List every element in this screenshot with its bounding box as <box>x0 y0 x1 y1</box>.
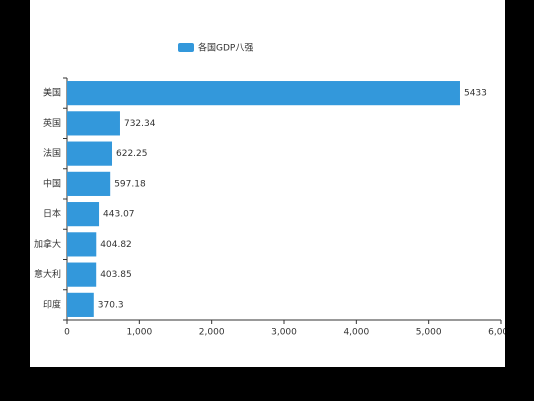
x-tick-label: 6,000 <box>488 328 514 338</box>
frame-right <box>505 0 534 401</box>
y-tick-label: 美国 <box>43 87 61 99</box>
value-label: 732.34 <box>124 119 156 129</box>
x-tick-label: 4,000 <box>343 328 369 338</box>
value-label: 404.82 <box>100 240 132 250</box>
value-label: 370.3 <box>98 300 124 310</box>
bar <box>67 81 460 106</box>
value-label: 5433 <box>464 89 487 99</box>
bar <box>67 171 111 196</box>
value-label: 622.25 <box>116 149 148 159</box>
value-label: 597.18 <box>114 179 146 189</box>
value-label: 443.07 <box>103 210 135 220</box>
frame-bottom <box>0 367 534 401</box>
bar <box>67 202 100 227</box>
bar <box>67 141 113 166</box>
x-tick-label: 3,000 <box>271 328 297 338</box>
legend-swatch <box>178 43 194 52</box>
y-tick-label: 日本 <box>43 208 61 220</box>
x-tick-label: 0 <box>64 328 70 338</box>
legend-label: 各国GDP八强 <box>198 42 253 54</box>
y-tick-label: 加拿大 <box>34 238 61 250</box>
legend: 各国GDP八强 <box>178 42 253 54</box>
frame-left <box>0 0 30 401</box>
bar <box>67 232 97 257</box>
y-tick-label: 意大利 <box>34 268 61 280</box>
x-tick-label: 5,000 <box>416 328 442 338</box>
y-tick-label: 英国 <box>43 117 61 129</box>
bar <box>67 262 97 287</box>
x-tick-label: 1,000 <box>126 328 152 338</box>
x-tick-label: 2,000 <box>199 328 225 338</box>
y-tick-label: 印度 <box>43 298 61 310</box>
bar <box>67 111 120 136</box>
y-tick-label: 中国 <box>43 177 61 189</box>
y-tick-label: 法国 <box>43 147 61 159</box>
bar <box>67 292 94 317</box>
value-label: 403.85 <box>100 270 132 280</box>
